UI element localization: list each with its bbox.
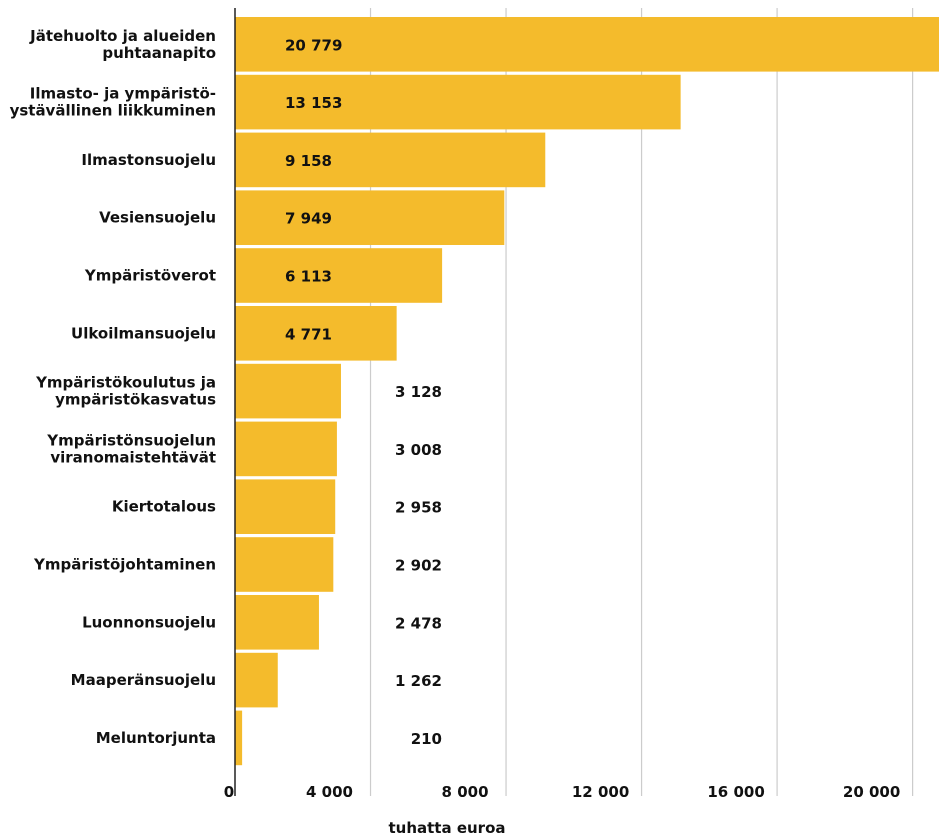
value-label: 6 113	[285, 268, 332, 286]
value-label: 4 771	[285, 325, 332, 343]
category-label: Ilmasto- ja ympäristö-ystävällinen liikk…	[10, 85, 216, 120]
x-tick-labels: 0 4 000 8 000 12 000 16 000 20 000	[224, 783, 901, 801]
bar	[235, 248, 443, 303]
value-label: 13 153	[285, 94, 342, 112]
bar	[235, 652, 278, 708]
x-tick-label: 0	[224, 783, 234, 801]
value-label: 7 949	[285, 210, 332, 228]
x-tick-label: 20 000	[843, 783, 900, 801]
bar	[235, 17, 939, 72]
category-label: Meluntorjunta	[96, 729, 216, 747]
value-label: 3 128	[395, 383, 442, 401]
value-label: 9 158	[285, 152, 332, 170]
category-label: Luonnonsuojelu	[82, 613, 216, 631]
category-label: Ympäristönsuojelun viranomaistehtävät	[46, 431, 216, 466]
category-label: Kiertotalous	[112, 498, 216, 516]
category-label: Ympäristöverot	[84, 267, 216, 285]
value-label: 1 262	[395, 672, 442, 690]
value-label: 2 958	[395, 499, 442, 517]
value-label: 2 902	[395, 557, 442, 575]
category-label: Vesiensuojelu	[99, 209, 216, 227]
bar	[235, 306, 397, 361]
value-labels: 20 779 13 153 9 158 7 949 6 113 4 771 3 128 3 0…	[285, 36, 442, 748]
bar	[235, 479, 336, 534]
bar	[235, 537, 334, 592]
category-labels: Jätehuolto ja alueiden puhtaanapito Ilmast…	[10, 27, 217, 747]
category-label: Maaperänsuojelu	[71, 671, 216, 689]
category-label: Ympäristöjohtaminen	[33, 556, 216, 574]
x-tick-label: 16 000	[707, 783, 764, 801]
x-tick-label: 12 000	[572, 783, 629, 801]
value-label: 20 779	[285, 36, 342, 54]
category-label: Jätehuolto ja alueiden puhtaanapito	[29, 27, 216, 62]
bar	[235, 132, 546, 188]
category-label: Ulkoilmansuojelu	[71, 324, 216, 342]
value-label: 3 008	[395, 441, 442, 459]
category-label: Ilmastonsuojelu	[81, 151, 216, 169]
bar	[235, 190, 505, 245]
x-axis-label: tuhatta euroa	[388, 819, 505, 835]
bar	[235, 421, 337, 477]
x-tick-label: 8 000	[442, 783, 489, 801]
bars	[235, 17, 939, 766]
bar	[235, 74, 681, 130]
value-label: 210	[411, 730, 442, 748]
bar	[235, 710, 243, 766]
x-tick-label: 4 000	[306, 783, 353, 801]
bar	[235, 363, 341, 419]
category-label: Ympäristökoulutus ja ympäristökasvatus	[35, 374, 216, 409]
value-label: 2 478	[395, 614, 442, 632]
bar	[235, 595, 319, 650]
